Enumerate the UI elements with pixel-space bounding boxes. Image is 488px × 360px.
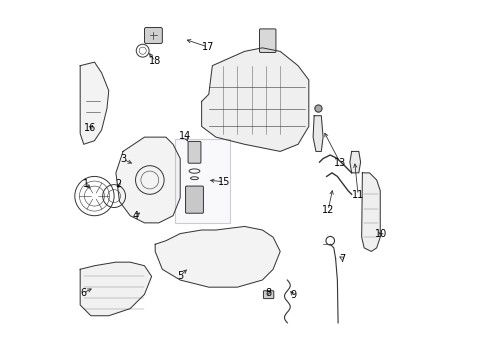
Text: 8: 8 — [264, 288, 270, 297]
FancyBboxPatch shape — [188, 141, 201, 163]
Text: 15: 15 — [218, 177, 230, 187]
Text: 2: 2 — [115, 179, 122, 189]
Text: 5: 5 — [177, 271, 183, 281]
Polygon shape — [80, 62, 108, 144]
FancyBboxPatch shape — [259, 29, 275, 53]
Text: 4: 4 — [132, 211, 138, 221]
Polygon shape — [312, 116, 323, 152]
FancyBboxPatch shape — [185, 186, 203, 213]
Text: 6: 6 — [80, 288, 86, 298]
Text: 3: 3 — [120, 154, 126, 164]
Polygon shape — [201, 48, 308, 152]
FancyBboxPatch shape — [263, 291, 273, 298]
Text: 9: 9 — [290, 290, 296, 300]
Polygon shape — [116, 137, 180, 223]
Polygon shape — [361, 173, 380, 251]
Polygon shape — [349, 152, 360, 173]
Text: 14: 14 — [179, 131, 191, 141]
Text: 10: 10 — [374, 229, 386, 239]
Bar — [175, 139, 230, 223]
FancyBboxPatch shape — [144, 27, 162, 44]
Text: 7: 7 — [339, 253, 345, 264]
Text: 13: 13 — [333, 158, 346, 168]
Text: 18: 18 — [149, 57, 161, 66]
Text: 1: 1 — [82, 179, 88, 189]
Circle shape — [314, 105, 322, 112]
Text: 16: 16 — [84, 123, 96, 133]
Polygon shape — [155, 226, 280, 287]
Text: 17: 17 — [202, 42, 214, 52]
Polygon shape — [80, 262, 151, 316]
Text: 11: 11 — [351, 190, 364, 200]
Text: 12: 12 — [321, 205, 334, 215]
